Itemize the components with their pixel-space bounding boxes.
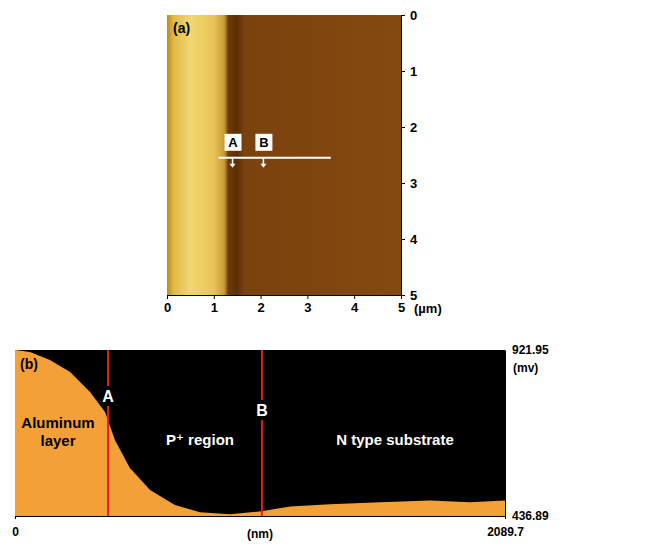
tick-label: 2	[257, 300, 264, 315]
axis-line	[168, 296, 402, 300]
tick-mark	[401, 239, 405, 240]
label-box	[225, 134, 242, 151]
tick: 5	[398, 295, 405, 315]
tick: 2	[401, 120, 417, 135]
panel-label: (a)	[173, 20, 190, 36]
boundary-label: A	[102, 388, 114, 405]
panel-label: (b)	[20, 356, 38, 372]
tick: 1	[401, 64, 417, 79]
tick-mark	[401, 183, 405, 184]
axis-line	[16, 517, 506, 520]
marker-arrow	[230, 164, 236, 168]
tick-label: 0	[164, 300, 171, 315]
figure: AB012345012345(µm)(a)ABAluminumlayerP⁺ r…	[0, 0, 671, 549]
tick-mark	[401, 15, 405, 16]
tick-mark	[261, 295, 262, 299]
potential-area	[15, 350, 505, 516]
micrograph	[167, 15, 401, 295]
tick: 4	[401, 232, 418, 247]
axis-line	[505, 351, 506, 517]
tick-label: 2089.7	[487, 525, 524, 539]
tick-label: 2	[410, 120, 417, 135]
tick: 0	[401, 8, 417, 23]
tick-mark	[214, 295, 215, 299]
tick: 436.89	[505, 509, 549, 523]
tick-mark	[354, 295, 355, 299]
tick-label: 4	[351, 300, 359, 315]
label-patch	[254, 400, 271, 420]
tick-label: 0	[410, 8, 417, 23]
tick: 0	[12, 516, 19, 539]
profile-line	[218, 157, 330, 159]
label-box	[255, 134, 272, 151]
axis: 0 1 2 3 4 5	[164, 295, 405, 315]
label-patch	[100, 386, 117, 406]
tick: 0	[164, 295, 171, 315]
tick-mark	[401, 295, 405, 296]
tick-label: 1	[211, 300, 218, 315]
tick: 921.95	[505, 343, 549, 357]
axis: 436.89 921.95	[505, 343, 549, 523]
marker-arrow	[260, 164, 266, 168]
tick: 2	[257, 295, 264, 315]
plot-background	[15, 350, 505, 516]
axis: 012345	[401, 8, 418, 303]
tick-label: 1	[410, 64, 417, 79]
tick-mark	[307, 295, 308, 299]
marker-label: A	[228, 135, 238, 150]
tick-label: 436.89	[512, 509, 549, 523]
tick: 3	[401, 176, 417, 191]
plot-area-b	[15, 350, 505, 516]
profile-marker	[232, 158, 234, 165]
tick-label: 4	[410, 232, 418, 247]
profile-marker	[263, 158, 265, 165]
tick-mark	[401, 71, 405, 72]
tick-mark	[15, 516, 16, 519]
axis-line	[402, 16, 406, 296]
tick-label: 0	[12, 525, 19, 539]
tick: 3	[304, 295, 311, 315]
tick: 4	[351, 295, 359, 315]
region-label: P⁺ region	[166, 431, 234, 448]
tick-label: 3	[304, 300, 311, 315]
boundary-line	[107, 350, 109, 516]
region-label: N type substrate	[336, 431, 454, 448]
boundary-label: B	[256, 402, 268, 419]
tick: 1	[211, 295, 218, 315]
tick-label: 5	[398, 300, 405, 315]
tick-label: 3	[410, 176, 417, 191]
region-label: Aluminumlayer	[21, 414, 94, 449]
x-axis-title: (nm)	[247, 527, 273, 541]
tick-mark	[167, 295, 168, 299]
x-axis-title: (µm)	[414, 301, 442, 316]
y-axis-title: (mv)	[513, 361, 538, 375]
boundary-line	[261, 350, 263, 516]
marker-label: B	[259, 135, 268, 150]
plot-area-a	[167, 15, 401, 295]
tick-label: 921.95	[512, 343, 549, 357]
tick-mark	[401, 127, 405, 128]
